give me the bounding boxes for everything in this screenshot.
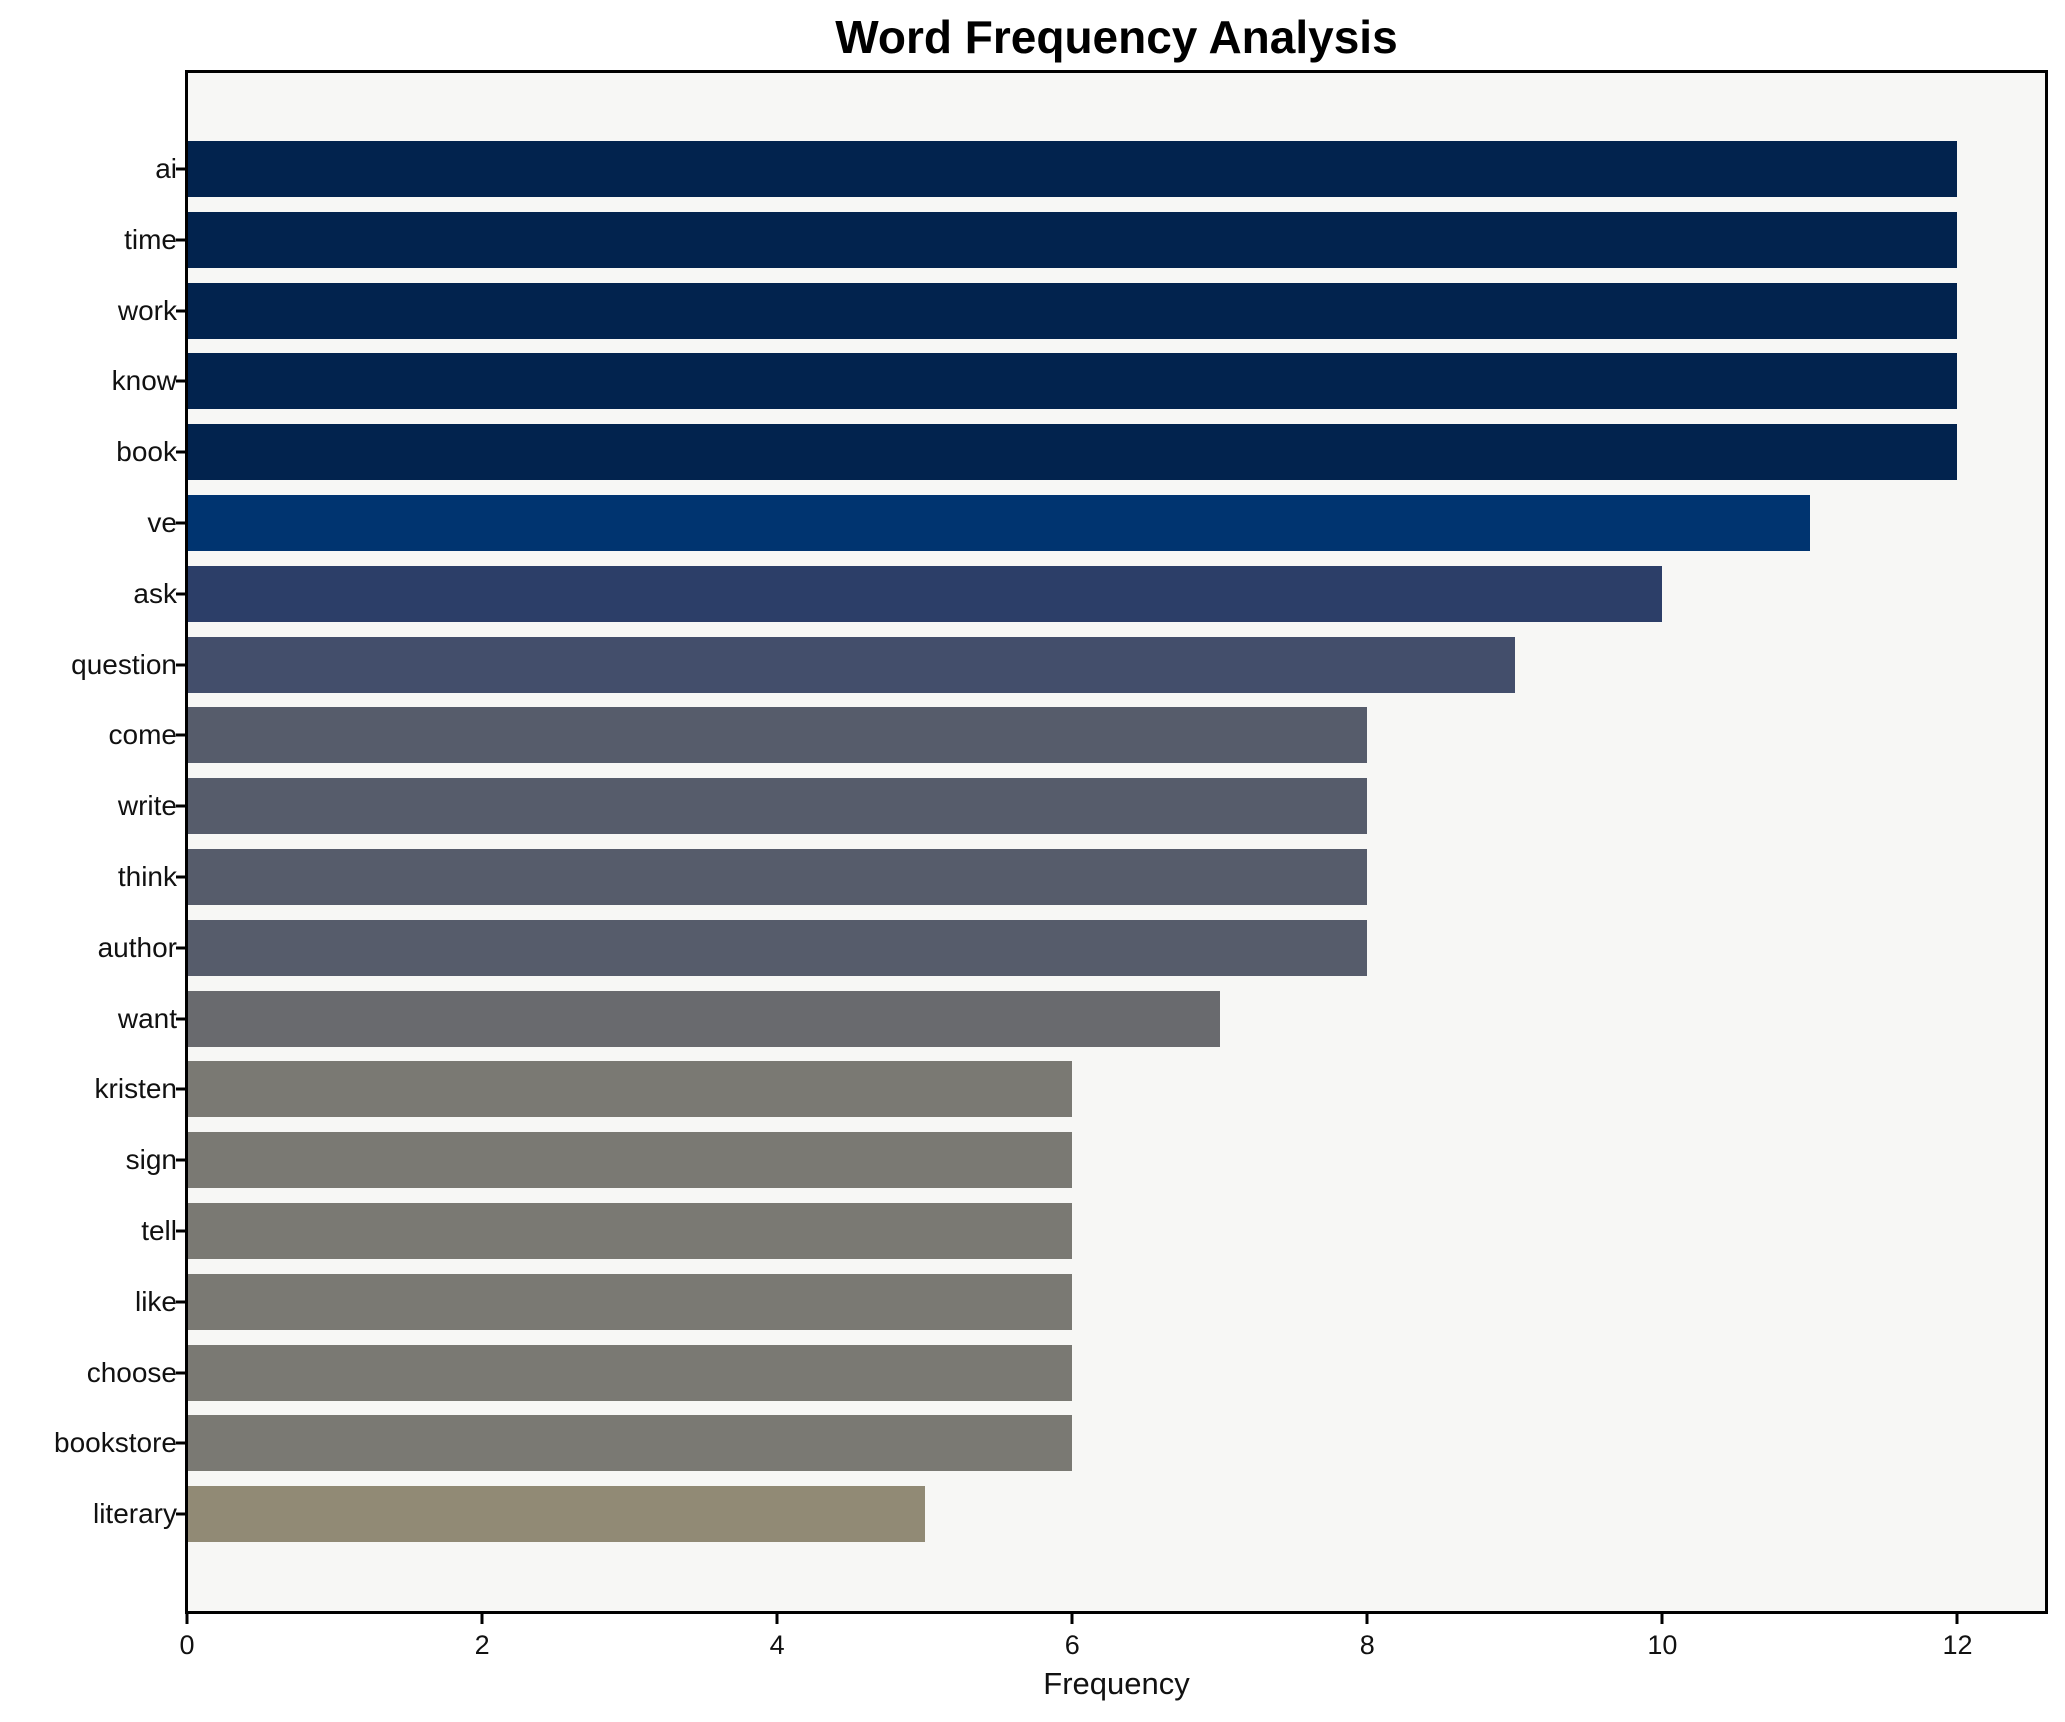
y-axis-category-label: like	[134, 1285, 177, 1317]
bar-choose	[187, 1344, 1073, 1401]
x-tick-label: 8	[1359, 1630, 1375, 1660]
y-tick-mark	[176, 1229, 186, 1233]
chart-title: Word Frequency Analysis	[835, 11, 1398, 63]
y-axis-category-label: tell	[141, 1215, 177, 1246]
x-tick-label: 10	[1647, 1630, 1678, 1660]
bar-book	[187, 424, 1958, 481]
bar-ask	[187, 565, 1663, 622]
y-tick-mark	[176, 1158, 186, 1162]
y-tick-mark	[176, 1512, 186, 1516]
x-tick-label: 4	[769, 1630, 785, 1660]
y-tick-mark	[176, 1371, 186, 1375]
y-tick-mark	[176, 238, 186, 242]
bar-bookstore	[187, 1415, 1073, 1472]
y-tick-mark	[176, 1300, 186, 1304]
y-axis-category-label: bookstore	[54, 1427, 177, 1459]
bar-tell	[187, 1203, 1073, 1259]
y-axis-category-label: write	[117, 790, 177, 822]
y-tick-mark	[176, 1087, 186, 1091]
y-axis-category-label: ai	[155, 153, 177, 184]
bar-know	[187, 353, 1958, 410]
y-tick-mark	[176, 946, 186, 950]
bar-think	[187, 849, 1368, 905]
y-tick-mark	[176, 521, 186, 525]
bar-ve	[187, 495, 1810, 551]
y-axis-category-label: come	[108, 719, 177, 751]
y-tick-mark	[176, 1441, 186, 1445]
x-tick-mark	[1070, 1614, 1074, 1624]
y-axis-category-label: ve	[147, 507, 177, 538]
y-axis-category-label: book	[116, 436, 177, 468]
y-tick-mark	[176, 663, 186, 667]
bar-come	[187, 707, 1368, 764]
y-axis-category-label: choose	[86, 1356, 177, 1388]
y-tick-mark	[176, 804, 186, 808]
y-tick-mark	[176, 592, 186, 596]
y-tick-mark	[176, 167, 186, 171]
y-axis-category-label: think	[117, 861, 177, 892]
bar-ai	[187, 141, 1958, 197]
bar-kristen	[187, 1061, 1073, 1118]
x-tick-mark	[1955, 1614, 1959, 1624]
y-axis-category-label: ask	[133, 577, 177, 609]
y-axis-category-label: literary	[92, 1498, 177, 1530]
y-tick-mark	[176, 450, 186, 454]
bar-time	[187, 211, 1958, 268]
x-axis-label: Frequency	[1043, 1666, 1190, 1701]
y-axis-category-label: kristen	[94, 1073, 177, 1105]
x-tick-mark	[775, 1614, 779, 1624]
x-tick-mark	[185, 1614, 189, 1624]
bar-like	[187, 1273, 1073, 1330]
y-axis-category-label: question	[71, 648, 177, 680]
x-tick-mark	[1365, 1614, 1369, 1624]
y-tick-mark	[176, 309, 186, 313]
bar-author	[187, 919, 1368, 976]
bar-question	[187, 636, 1515, 693]
x-tick-label: 6	[1064, 1630, 1080, 1660]
x-tick-label: 12	[1942, 1630, 1973, 1660]
y-tick-mark	[176, 875, 186, 879]
bar-want	[187, 990, 1220, 1047]
y-axis-category-label: time	[124, 223, 177, 255]
y-axis-category-label: work	[117, 294, 177, 326]
y-axis-category-label: want	[117, 1002, 177, 1034]
x-tick-mark	[1660, 1614, 1664, 1624]
x-tick-mark	[480, 1614, 484, 1624]
y-tick-mark	[176, 1017, 186, 1021]
x-tick-label: 2	[474, 1630, 490, 1660]
y-axis-category-label: know	[111, 365, 177, 397]
bar-work	[187, 282, 1958, 339]
y-tick-mark	[176, 379, 186, 383]
y-tick-mark	[176, 733, 186, 737]
y-axis-category-label: author	[97, 931, 177, 963]
plot-area	[187, 72, 2046, 1612]
bar-sign	[187, 1132, 1073, 1189]
x-tick-label: 0	[179, 1630, 195, 1660]
bar-literary	[187, 1486, 925, 1543]
bar-write	[187, 778, 1368, 835]
y-axis-category-label: sign	[125, 1144, 177, 1176]
